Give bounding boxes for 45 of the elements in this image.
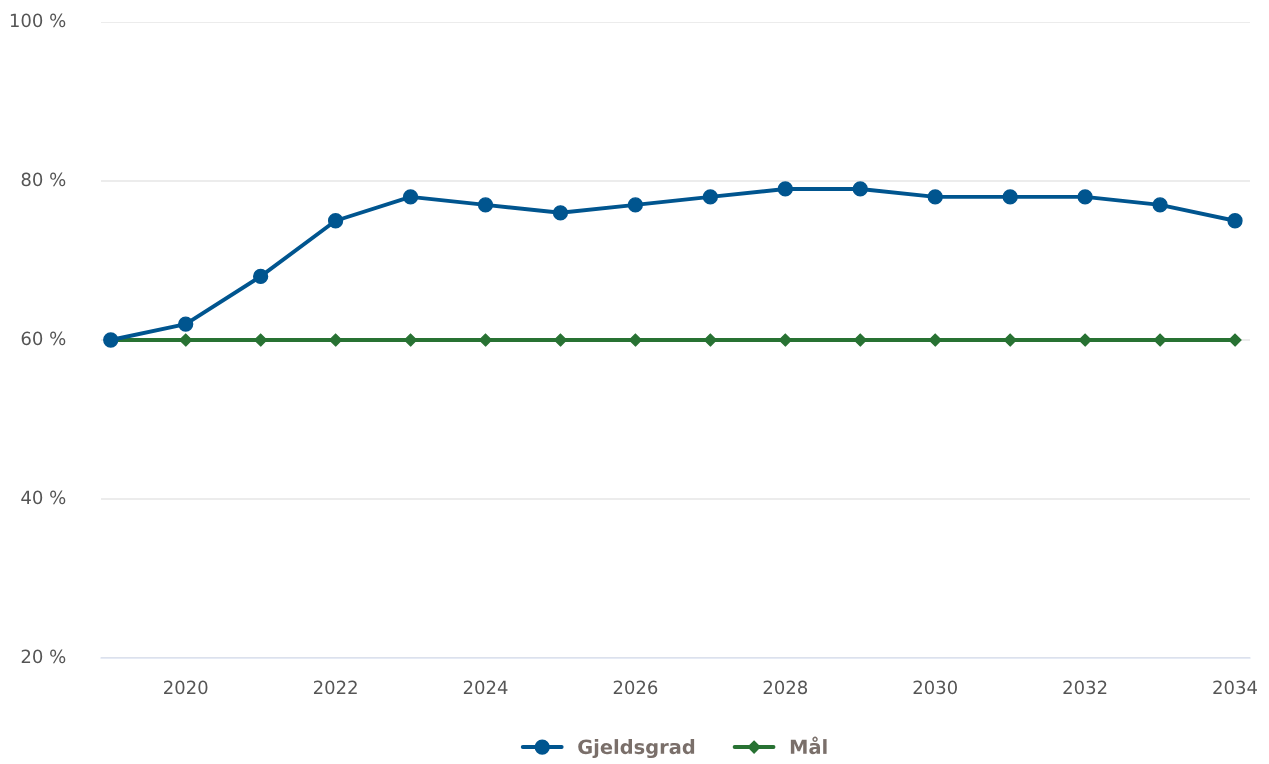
point [1003,333,1017,347]
point [853,333,867,347]
point [1227,213,1243,229]
point [1002,189,1018,205]
y-tick-label: 100 % [10,13,66,28]
point [178,316,194,332]
point [403,333,418,347]
point [179,333,193,347]
point [1153,333,1167,347]
point [628,333,642,347]
point [627,197,644,213]
legend-label: Gjeldsgrad [578,739,695,759]
point [1078,333,1092,347]
x-tick-label: 2020 [164,680,208,695]
point [702,189,718,205]
point [552,205,569,221]
x-tick-label: 2032 [1063,680,1107,695]
x-tick-label: 2028 [763,680,808,695]
point [478,333,493,347]
point [477,197,494,213]
point [852,181,868,197]
y-tick-label: 40 % [21,490,66,505]
x-tick-label: 2026 [613,680,658,695]
legend-label: Mål [790,736,827,755]
point [327,213,344,229]
point [329,333,343,347]
point [402,189,419,205]
x-tick-label: 2022 [313,680,357,695]
point [253,268,269,285]
point [254,333,268,347]
point [1228,333,1242,347]
x-tick-label: 2024 [463,680,508,695]
y-tick-label: 60 % [21,331,66,346]
point [1152,197,1168,213]
point [553,333,568,347]
point [1077,189,1093,205]
point [703,333,717,347]
point [927,189,943,205]
x-tick-label: 2030 [913,680,957,695]
point [777,181,793,197]
y-tick-label: 20 % [21,649,66,664]
x-tick-label: 2034 [1213,680,1257,695]
point [928,333,942,347]
y-tick-label: 80 % [21,172,66,187]
point [778,333,792,347]
